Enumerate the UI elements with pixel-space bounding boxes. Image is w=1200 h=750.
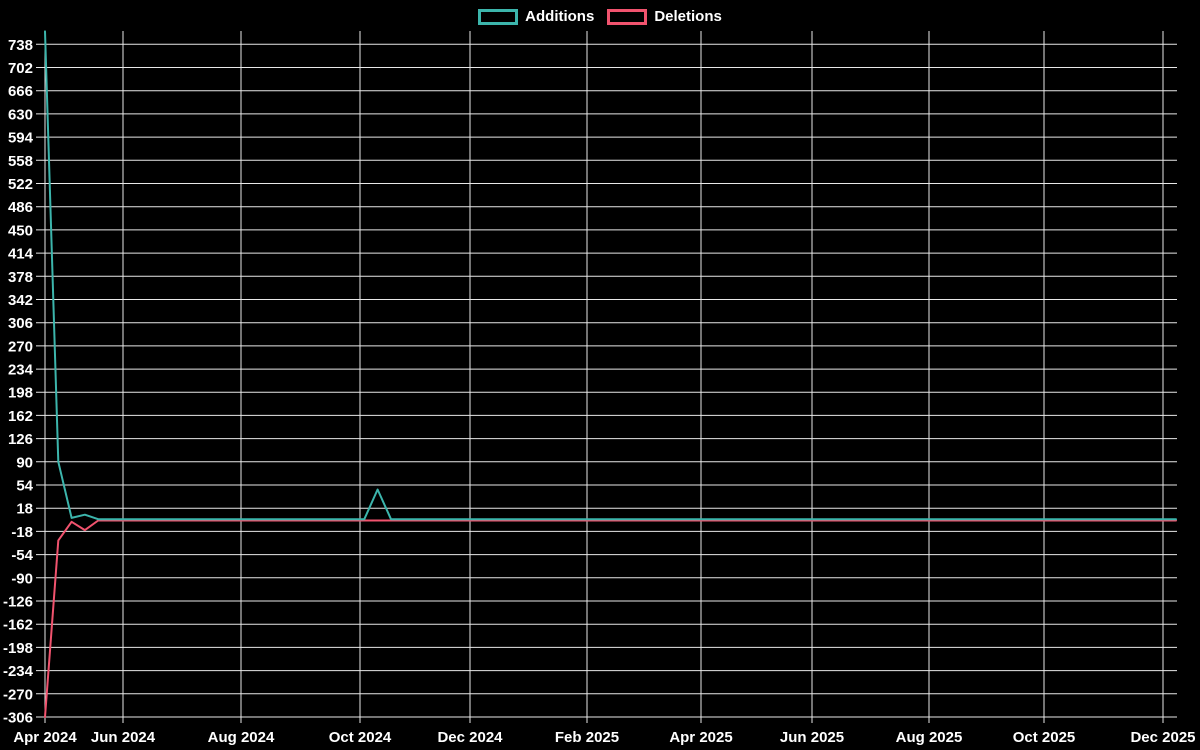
x-tick-label: Dec 2025 <box>1130 729 1195 746</box>
x-tick-label: Dec 2024 <box>437 729 503 746</box>
y-tick-label: -126 <box>3 594 33 611</box>
y-tick-label: 630 <box>8 106 33 123</box>
legend-item-additions[interactable]: Additions <box>478 8 594 26</box>
y-tick-label: 198 <box>8 385 33 402</box>
y-tick-label: 738 <box>8 37 33 54</box>
y-tick-label: -54 <box>11 547 33 564</box>
y-tick-label: 18 <box>16 501 33 518</box>
x-tick-label: Aug 2024 <box>208 729 275 746</box>
y-tick-label: 126 <box>8 431 33 448</box>
x-tick-label: Aug 2025 <box>896 729 963 746</box>
y-tick-label: 486 <box>8 199 33 216</box>
y-tick-label: 306 <box>8 315 33 332</box>
y-tick-label: 162 <box>8 408 33 425</box>
y-tick-label: 522 <box>8 176 33 193</box>
y-tick-label: 666 <box>8 83 33 100</box>
x-tick-label: Oct 2025 <box>1013 729 1076 746</box>
y-tick-label: -90 <box>11 570 33 587</box>
y-tick-label: -270 <box>3 686 33 703</box>
y-tick-label: 234 <box>8 362 34 379</box>
y-tick-label: 90 <box>16 454 33 471</box>
y-tick-label: 414 <box>8 246 34 263</box>
legend: Additions Deletions <box>0 8 1200 26</box>
legend-label-deletions: Deletions <box>654 8 722 25</box>
y-tick-label: -18 <box>11 524 33 541</box>
y-tick-label: 54 <box>16 478 33 495</box>
x-tick-label: Jun 2025 <box>780 729 844 746</box>
legend-label-additions: Additions <box>525 8 595 25</box>
y-tick-label: -306 <box>3 710 33 727</box>
x-tick-label: Feb 2025 <box>555 729 619 746</box>
y-tick-label: 594 <box>8 130 34 147</box>
y-tick-label: 270 <box>8 338 33 355</box>
x-tick-label: Jun 2024 <box>91 729 156 746</box>
additions-line <box>44 30 1177 521</box>
deletions-swatch-icon <box>607 9 648 25</box>
legend-item-deletions[interactable]: Deletions <box>607 8 722 26</box>
y-tick-label: 702 <box>8 60 33 77</box>
x-tick-label: Oct 2024 <box>329 729 392 746</box>
y-tick-label: -198 <box>3 640 33 657</box>
additions-swatch-icon <box>478 9 519 25</box>
deletions-line <box>44 519 1177 718</box>
y-tick-label: 378 <box>8 269 33 286</box>
y-tick-label: 558 <box>8 153 33 170</box>
y-tick-label: -234 <box>3 663 34 680</box>
y-tick-label: 450 <box>8 222 33 239</box>
x-tick-label: Apr 2025 <box>669 729 732 746</box>
x-tick-label: Apr 2024 <box>13 729 77 746</box>
y-tick-label: 342 <box>8 292 33 309</box>
y-tick-label: -162 <box>3 617 33 634</box>
